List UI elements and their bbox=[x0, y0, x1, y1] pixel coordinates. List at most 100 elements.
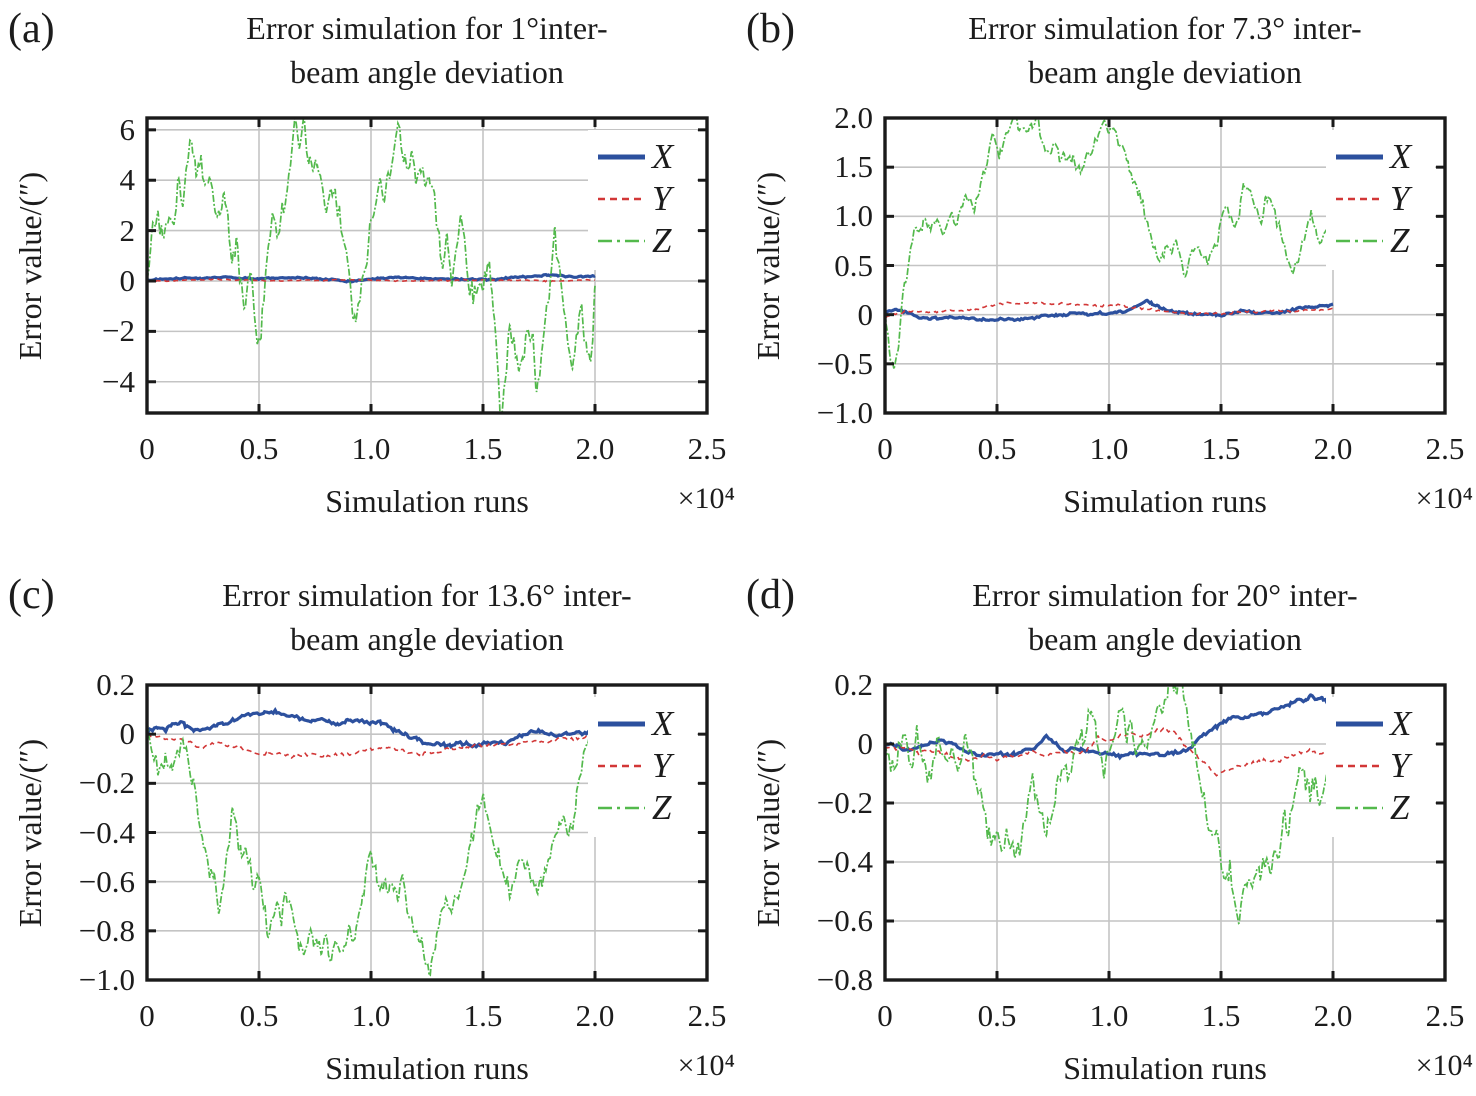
legend-background bbox=[1326, 130, 1435, 270]
legend-label-x: X bbox=[1390, 704, 1412, 743]
y-tick-label: −0.4 bbox=[78, 814, 135, 850]
chart-title-line-1: Error simulation for 7.3° inter- bbox=[968, 10, 1362, 46]
chart-title-line-1: Error simulation for 20° inter- bbox=[972, 577, 1358, 613]
series-z-line bbox=[885, 685, 1334, 925]
x-axis-label: Simulation runs bbox=[325, 483, 529, 519]
y-tick-label: −1.0 bbox=[816, 395, 873, 430]
x-axis-label: Simulation runs bbox=[325, 1050, 529, 1086]
y-tick-label: −0.8 bbox=[816, 962, 873, 997]
x-tick-label: 0 bbox=[139, 431, 155, 466]
plot-area-d bbox=[883, 683, 1447, 982]
legend-label-y: Y bbox=[1390, 746, 1410, 785]
legend-label-z: Z bbox=[1390, 788, 1410, 827]
legend-label-z: Z bbox=[652, 221, 672, 260]
y-tick-label: 1.0 bbox=[834, 198, 873, 234]
x-tick-label: 1.0 bbox=[351, 998, 391, 1033]
y-tick-label: −0.4 bbox=[816, 844, 873, 879]
x-tick-label: 0 bbox=[877, 998, 893, 1033]
legend-label-x: X bbox=[652, 704, 674, 743]
axes-box bbox=[883, 683, 1447, 982]
series-x-line bbox=[885, 693, 1335, 761]
legend-background bbox=[588, 697, 697, 837]
series-y-line bbox=[885, 301, 1334, 318]
y-tick-label: −1.0 bbox=[78, 962, 135, 997]
x-axis-label: Simulation runs bbox=[1063, 1050, 1267, 1086]
x-tick-label: 1.5 bbox=[1201, 998, 1241, 1033]
y-tick-label: 0.2 bbox=[834, 667, 873, 702]
y-tick-label: −0.8 bbox=[78, 912, 135, 948]
y-tick-label: 0 bbox=[119, 716, 136, 752]
y-tick-label: 4 bbox=[119, 162, 136, 198]
series-x-line bbox=[147, 707, 597, 749]
y-tick-label: 0 bbox=[119, 262, 136, 298]
x-axis-multiplier: ×10⁴ bbox=[677, 1049, 735, 1082]
x-tick-label: 0.5 bbox=[239, 998, 279, 1033]
chart-title-line-2: beam angle deviation bbox=[1028, 621, 1302, 657]
series-x-line bbox=[885, 298, 1334, 323]
y-tick-label: −2 bbox=[102, 313, 135, 349]
x-tick-label: 1.5 bbox=[1201, 431, 1241, 466]
x-axis-multiplier: ×10⁴ bbox=[1415, 1049, 1473, 1082]
y-tick-label: 0.2 bbox=[96, 667, 135, 702]
series-z-line bbox=[885, 118, 1334, 370]
y-tick-label: 0 bbox=[857, 726, 874, 761]
x-tick-label: 2.0 bbox=[1313, 431, 1353, 466]
plot-area-c bbox=[145, 683, 709, 982]
series-z-line bbox=[147, 118, 596, 413]
y-tick-label: 2 bbox=[119, 212, 136, 248]
x-tick-label: 0 bbox=[139, 998, 155, 1033]
x-tick-label: 2.5 bbox=[1425, 431, 1465, 466]
x-tick-label: 2.0 bbox=[575, 998, 615, 1033]
y-tick-label: 2.0 bbox=[834, 100, 873, 135]
x-tick-label: 1.0 bbox=[1089, 431, 1129, 466]
series-y-line bbox=[147, 732, 596, 760]
legend-label-x: X bbox=[1390, 137, 1412, 176]
legend-label-z: Z bbox=[652, 788, 672, 827]
x-tick-label: 1.0 bbox=[351, 431, 391, 466]
chart-title-line-2: beam angle deviation bbox=[1028, 54, 1302, 90]
x-tick-label: 2.0 bbox=[575, 431, 615, 466]
panel-label-a: (a) bbox=[8, 6, 55, 52]
x-tick-label: 2.0 bbox=[1313, 998, 1353, 1033]
chart-title-line-2: beam angle deviation bbox=[290, 54, 564, 90]
panel-label-c: (c) bbox=[8, 572, 55, 618]
series-y-line bbox=[147, 278, 595, 283]
legend-background bbox=[588, 130, 697, 270]
y-tick-label: −0.2 bbox=[78, 765, 135, 801]
x-tick-label: 2.5 bbox=[1425, 998, 1465, 1033]
y-tick-label: −0.2 bbox=[816, 785, 873, 820]
series-x-line bbox=[147, 272, 596, 284]
y-tick-label: −0.6 bbox=[78, 863, 135, 899]
y-tick-label: 6 bbox=[119, 111, 136, 147]
legend-background bbox=[1326, 697, 1435, 837]
legend-label-x: X bbox=[652, 137, 674, 176]
y-tick-label: 1.5 bbox=[834, 149, 873, 185]
y-tick-label: −0.6 bbox=[816, 903, 873, 938]
x-tick-label: 2.5 bbox=[687, 431, 727, 466]
x-tick-label: 1.0 bbox=[1089, 998, 1129, 1033]
legend-label-y: Y bbox=[652, 746, 672, 785]
series-y-line bbox=[885, 726, 1334, 777]
x-tick-label: 0.5 bbox=[977, 998, 1017, 1033]
legend-label-y: Y bbox=[652, 179, 672, 218]
chart-title-line-2: beam angle deviation bbox=[290, 621, 564, 657]
x-axis-multiplier: ×10⁴ bbox=[677, 482, 735, 515]
x-tick-label: 0.5 bbox=[239, 431, 279, 466]
y-axis-label: Error value/(″) bbox=[750, 738, 786, 927]
x-axis-label: Simulation runs bbox=[1063, 483, 1267, 519]
plot-area-a bbox=[145, 116, 709, 415]
x-tick-label: 2.5 bbox=[687, 998, 727, 1033]
axes-box bbox=[145, 116, 709, 415]
legend-label-y: Y bbox=[1390, 179, 1410, 218]
x-tick-label: 0.5 bbox=[977, 431, 1017, 466]
y-tick-label: −4 bbox=[102, 363, 135, 399]
panel-label-b: (b) bbox=[746, 6, 795, 52]
y-tick-label: 0 bbox=[857, 296, 874, 332]
chart-title-line-1: Error simulation for 1°inter- bbox=[246, 10, 608, 46]
x-tick-label: 1.5 bbox=[463, 431, 503, 466]
panel-label-d: (d) bbox=[746, 572, 795, 618]
plot-area-b bbox=[883, 116, 1447, 415]
y-tick-label: −0.5 bbox=[816, 345, 873, 381]
chart-title-line-1: Error simulation for 13.6° inter- bbox=[222, 577, 632, 613]
